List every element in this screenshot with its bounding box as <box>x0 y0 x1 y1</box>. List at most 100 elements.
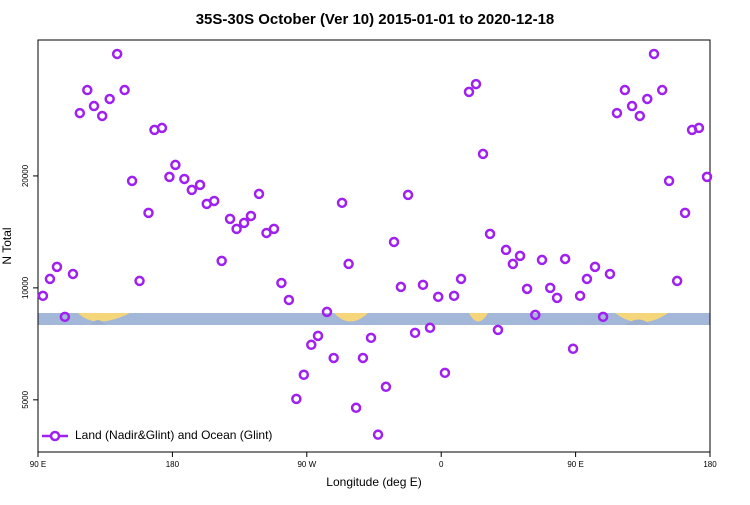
point <box>179 173 190 185</box>
map-strip <box>38 313 710 325</box>
point <box>544 282 556 294</box>
point <box>59 311 71 323</box>
point <box>156 122 168 134</box>
point <box>186 184 198 196</box>
point <box>470 78 482 90</box>
point <box>477 148 489 160</box>
x-axis-label: Longitude (deg E) <box>326 475 421 489</box>
point <box>164 171 175 183</box>
x-tick-label: 90 E <box>567 460 583 469</box>
y-axis-label: N Total <box>0 227 14 264</box>
point <box>514 250 526 262</box>
point <box>253 188 265 200</box>
point <box>111 48 123 60</box>
point <box>597 311 609 323</box>
point <box>238 217 250 229</box>
point <box>336 197 348 209</box>
point <box>365 332 377 344</box>
point <box>402 189 414 201</box>
point <box>291 393 302 405</box>
point <box>245 210 257 222</box>
point <box>261 227 272 239</box>
point <box>574 290 586 302</box>
point <box>409 327 421 339</box>
point <box>448 290 460 302</box>
point <box>96 110 108 122</box>
point <box>298 369 310 381</box>
point <box>194 179 206 191</box>
point <box>604 268 616 280</box>
point <box>417 279 429 291</box>
point <box>328 352 339 364</box>
point <box>634 110 646 122</box>
point <box>350 402 362 414</box>
point <box>432 291 444 303</box>
y-tick-label: 5000 <box>21 390 30 408</box>
plot-frame <box>37 39 711 453</box>
point <box>170 159 181 171</box>
point <box>88 100 100 112</box>
point <box>581 273 593 285</box>
point <box>126 175 138 187</box>
point <box>74 107 86 119</box>
x-tick-label: 90 E <box>30 460 46 469</box>
point <box>224 213 236 225</box>
point <box>134 275 145 287</box>
point <box>395 281 407 293</box>
point <box>312 330 324 342</box>
point <box>276 277 287 289</box>
point <box>648 48 660 60</box>
point <box>44 273 56 285</box>
point <box>559 253 571 265</box>
point <box>500 244 512 256</box>
point <box>82 84 93 96</box>
point <box>551 292 563 304</box>
x-tick-label: 180 <box>166 460 180 469</box>
point <box>67 268 79 280</box>
point <box>372 429 384 440</box>
point <box>693 122 705 134</box>
point <box>104 93 115 105</box>
point <box>463 86 475 98</box>
point <box>306 339 317 351</box>
point <box>589 261 601 273</box>
point <box>656 84 668 96</box>
y-tick-label: 20000 <box>21 164 30 187</box>
point <box>536 254 548 266</box>
legend-marker <box>49 430 61 442</box>
point <box>530 309 541 321</box>
point <box>343 258 354 270</box>
y-tick-label: 10000 <box>21 276 30 299</box>
point <box>268 223 280 235</box>
point <box>231 223 242 235</box>
legend-label: Land (Nadir&Glint) and Ocean (Glint) <box>75 428 272 442</box>
point <box>455 273 467 285</box>
point <box>380 381 392 393</box>
point <box>119 84 130 96</box>
x-tick-label: 90 W <box>297 460 316 469</box>
point <box>663 175 675 187</box>
point <box>611 107 623 119</box>
point <box>143 207 154 219</box>
point <box>51 261 63 273</box>
point <box>642 93 653 105</box>
point <box>283 294 295 306</box>
x-tick-label: 180 <box>703 460 717 469</box>
point <box>671 275 683 287</box>
point <box>701 171 713 183</box>
chart-title: 35S-30S October (Ver 10) 2015-01-01 to 2… <box>196 11 555 28</box>
point <box>208 195 220 207</box>
point <box>424 322 436 334</box>
point <box>619 84 631 96</box>
point <box>357 352 369 364</box>
point <box>626 100 638 112</box>
point <box>388 236 400 248</box>
point <box>484 228 496 240</box>
point <box>439 367 451 379</box>
point <box>679 207 691 219</box>
point <box>321 306 333 318</box>
point <box>216 255 227 267</box>
point <box>521 283 533 295</box>
x-tick-label: 0 <box>439 460 444 469</box>
